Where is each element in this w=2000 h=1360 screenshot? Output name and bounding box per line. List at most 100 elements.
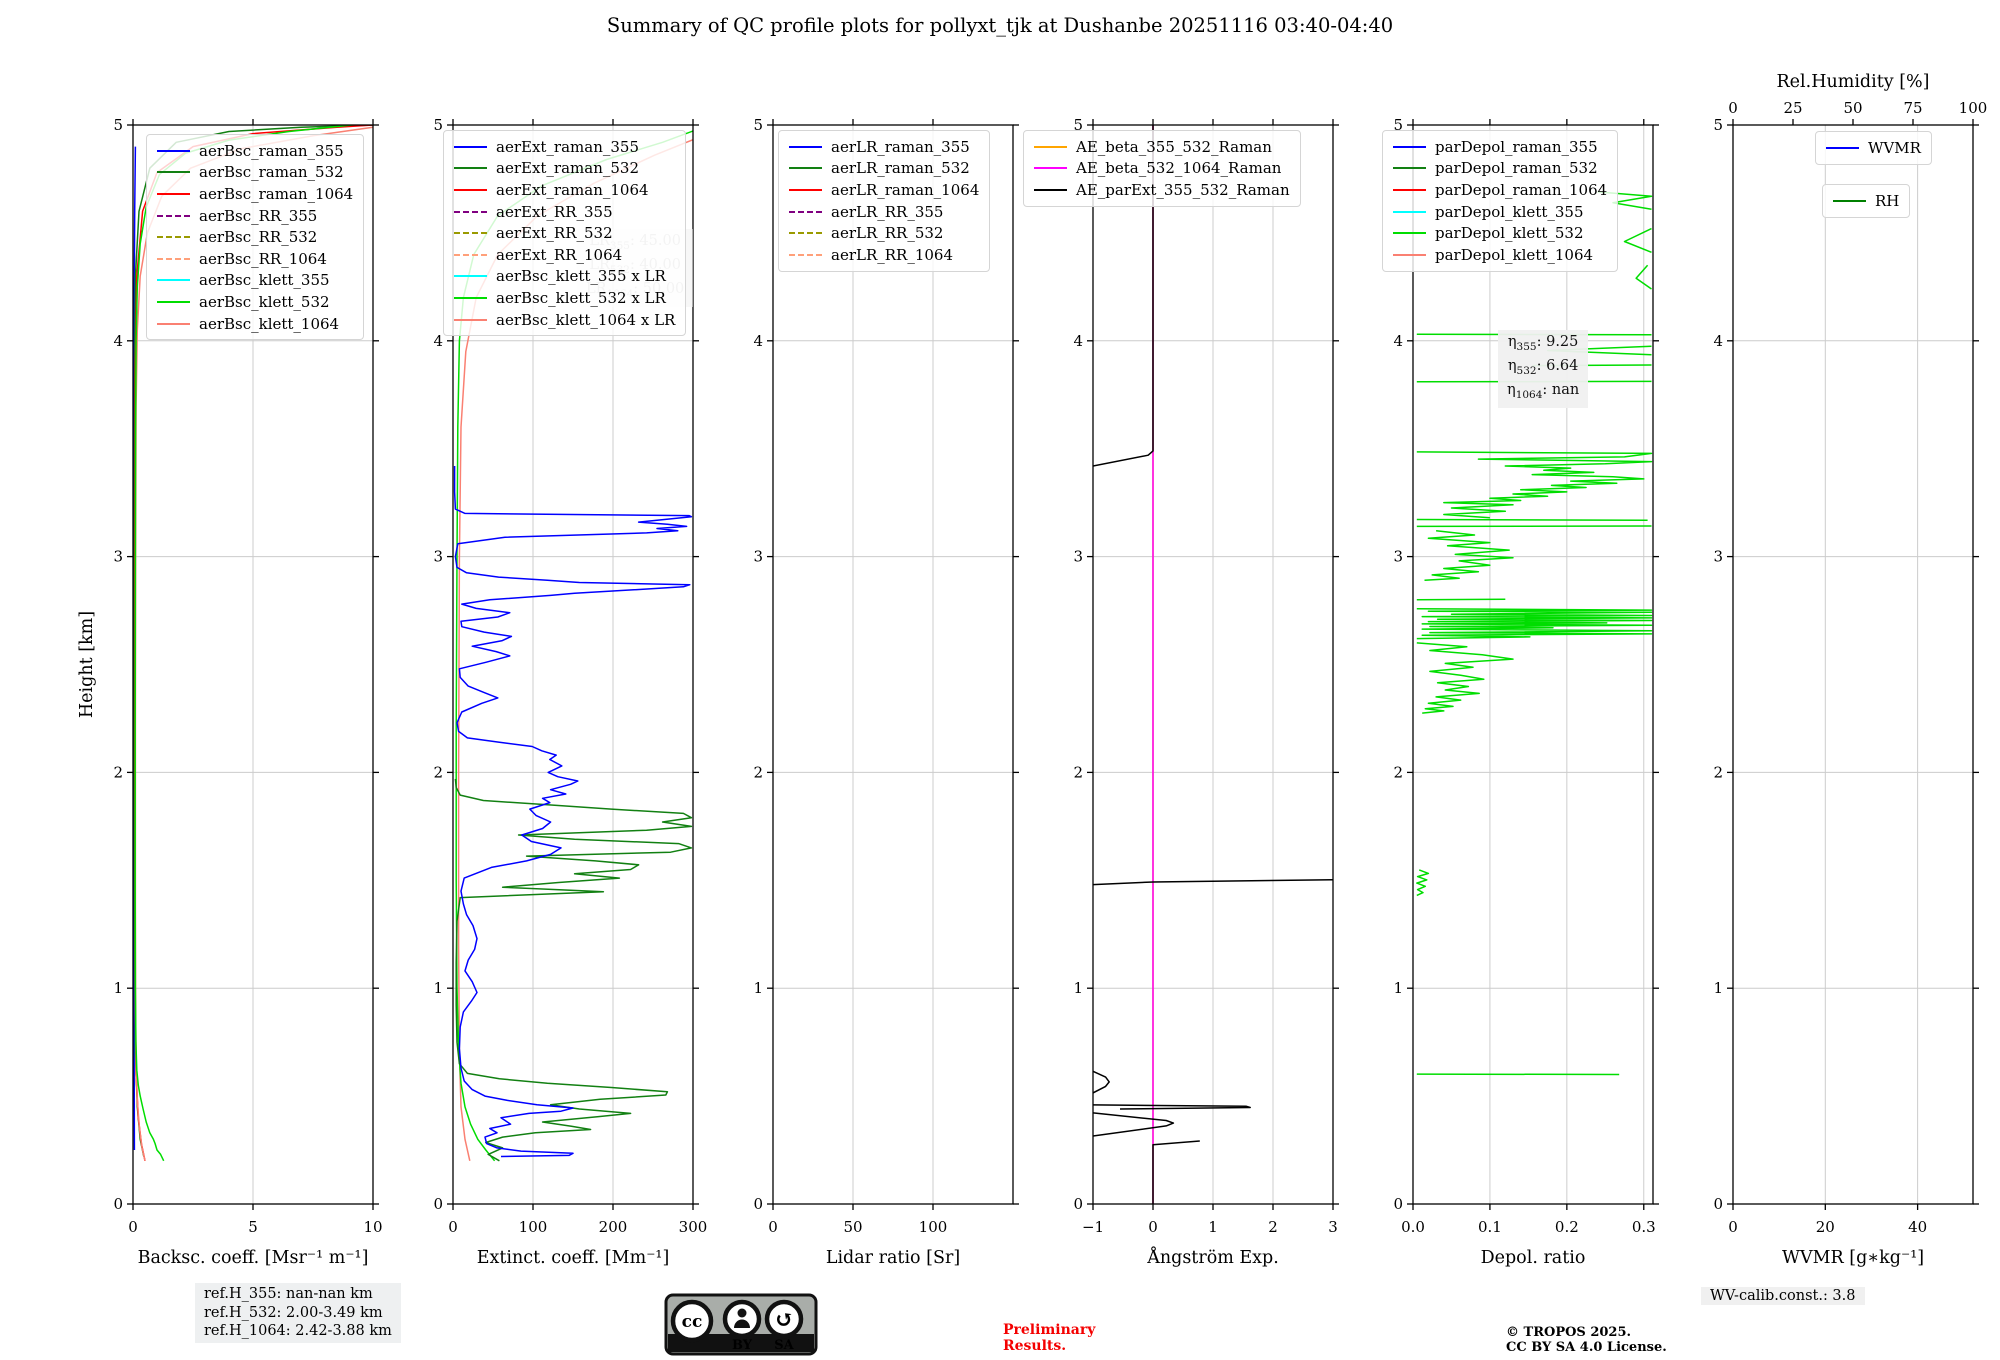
legend-item: AE_beta_355_532_Raman <box>1034 136 1290 158</box>
legend-label: parDepol_raman_532 <box>1435 159 1598 178</box>
y-tick-label: 0 <box>753 1195 763 1213</box>
copyright-note: © TROPOS 2025. CC BY SA 4.0 License. <box>1506 1325 1667 1355</box>
legend-line-sample <box>157 214 190 217</box>
legend-depol: parDepol_raman_355 parDepol_raman_532 parD… <box>1382 130 1619 272</box>
legend-label: aerBsc_klett_355 x LR <box>496 267 666 286</box>
legend-item: aerBsc_klett_355 <box>157 270 353 292</box>
legend-line-sample <box>1393 188 1426 191</box>
x-tick-label: 10 <box>363 1218 382 1236</box>
annotation-line: η1064: nan <box>1507 381 1580 401</box>
series-parDepol_klett_532 <box>1424 529 1514 582</box>
x-tick-label: 0.2 <box>1555 1218 1579 1236</box>
y-tick-label: 0 <box>1713 1195 1723 1213</box>
legend-item: aerBsc_klett_532 x LR <box>454 287 675 309</box>
legend-item: aerLR_raman_532 <box>789 158 979 180</box>
legend-item: parDepol_klett_355 <box>1393 201 1607 223</box>
legend-label: aerLR_RR_355 <box>831 202 944 221</box>
top-tick-label: 75 <box>1903 99 1922 117</box>
y-tick-label: 4 <box>433 332 443 350</box>
series-AE_parExt_355_532_Raman <box>1093 878 1333 886</box>
legend-item: aerExt_RR_355 <box>454 201 675 223</box>
legend-line-sample <box>789 253 822 256</box>
series-parDepol_klett_532 <box>1597 191 1653 210</box>
legend-line-sample <box>1826 146 1859 149</box>
legend-item: AE_beta_532_1064_Raman <box>1034 158 1290 180</box>
ref-h-1064: ref.H_1064: 2.42-3.88 km <box>204 1323 392 1339</box>
legend-label: aerBsc_raman_532 <box>199 163 344 182</box>
y-tick-label: 3 <box>753 548 763 566</box>
y-tick-label: 0 <box>1073 1195 1083 1213</box>
series-AE_parExt_355_532_Raman <box>1093 1070 1110 1094</box>
y-tick-label: 0 <box>1393 1195 1403 1213</box>
legend-item: AE_parExt_355_532_Raman <box>1034 179 1290 201</box>
series-parDepol_klett_532 <box>1416 642 1514 714</box>
series-AE_parExt_355_532_Raman <box>1093 1104 1251 1110</box>
x-tick-label: 0 <box>448 1218 458 1236</box>
cc-by-label: BY <box>732 1338 753 1353</box>
x-tick-label: 40 <box>1908 1218 1927 1236</box>
legend-lidar-ratio: aerLR_raman_355 aerLR_raman_532 aerLR_rama… <box>778 130 991 272</box>
x-tick-label: 5 <box>248 1218 258 1236</box>
legend-label: parDepol_klett_1064 <box>1435 245 1594 264</box>
legend-label: aerExt_raman_355 <box>496 137 639 156</box>
legend-item: aerBsc_raman_532 <box>157 162 353 184</box>
x-axis-label: Extinct. coeff. [Mm⁻¹] <box>477 1248 670 1268</box>
legend-line-sample <box>789 210 822 213</box>
legend-label: aerLR_RR_532 <box>831 224 944 243</box>
panel-wvmr: 0 20 40 0 1 2 3 4 5 WVMR [g∗kg⁻¹] 0 25 50 75 100 Rel.Hu… <box>1713 72 1987 1268</box>
legend-label: parDepol_klett_532 <box>1435 224 1584 243</box>
legend-line-sample <box>454 188 487 191</box>
series-aerExt_raman_355 <box>453 466 693 1158</box>
x-tick-label: −1 <box>1082 1218 1104 1236</box>
legend-line-sample <box>157 171 190 174</box>
legend-line-sample <box>789 145 822 148</box>
x-tick-label: 20 <box>1816 1218 1835 1236</box>
y-tick-label: 3 <box>1073 548 1083 566</box>
legend-item: RH <box>1833 190 1899 212</box>
person-icon <box>722 1299 762 1339</box>
legend-item: aerExt_RR_532 <box>454 222 675 244</box>
cc-icon-label: cc <box>682 1312 703 1332</box>
y-tick-label: 5 <box>113 116 123 134</box>
y-tick-label: 0 <box>433 1195 443 1213</box>
legend-label: aerLR_raman_1064 <box>831 180 980 199</box>
legend-label: parDepol_raman_355 <box>1435 137 1598 156</box>
legend-item: aerLR_raman_1064 <box>789 179 979 201</box>
legend-line-sample <box>454 210 487 213</box>
y-tick-label: 5 <box>433 116 443 134</box>
legend-label: WVMR <box>1868 138 1921 157</box>
legend-label: aerLR_raman_355 <box>831 137 970 156</box>
series-parDepol_klett_532 <box>1416 598 1506 601</box>
x-tick-label: 0 <box>1728 1218 1738 1236</box>
series-aerExt_raman_532 <box>454 778 693 1162</box>
ref-h-355: ref.H_355: nan-nan km <box>204 1286 373 1302</box>
legend-label: parDepol_klett_355 <box>1435 202 1584 221</box>
top-tick-label: 100 <box>1959 99 1988 117</box>
legend-label: aerBsc_RR_355 <box>199 206 318 225</box>
legend-line-sample <box>157 149 190 152</box>
top-tick-label: 50 <box>1843 99 1862 117</box>
legend-item: WVMR <box>1826 137 1921 159</box>
legend-item: parDepol_raman_532 <box>1393 158 1607 180</box>
legend-label: aerBsc_RR_532 <box>199 228 318 247</box>
legend-wvmr-0: WVMR <box>1815 131 1932 165</box>
legend-item: aerExt_raman_532 <box>454 158 675 180</box>
y-tick-label: 2 <box>433 763 443 781</box>
legend-label: aerBsc_raman_355 <box>199 141 344 160</box>
x-tick-label: 0.0 <box>1401 1218 1425 1236</box>
legend-line-sample <box>157 236 190 239</box>
legend-line-sample <box>789 232 822 235</box>
legend-item: aerExt_RR_1064 <box>454 244 675 266</box>
legend-line-sample <box>157 257 190 260</box>
top-tick-label: 25 <box>1783 99 1802 117</box>
x-tick-label: 100 <box>919 1218 948 1236</box>
x-tick-label: 0.3 <box>1632 1218 1656 1236</box>
series-parDepol_klett_532 <box>1416 869 1430 897</box>
x-tick-label: 3 <box>1328 1218 1338 1236</box>
x-tick-label: 0 <box>1148 1218 1158 1236</box>
share-alike-icon <box>764 1299 804 1339</box>
x-axis-label: WVMR [g∗kg⁻¹] <box>1782 1248 1924 1268</box>
legend-label: aerExt_RR_1064 <box>496 245 623 264</box>
legend-line-sample <box>454 296 487 299</box>
legend-label: aerExt_RR_532 <box>496 224 613 243</box>
